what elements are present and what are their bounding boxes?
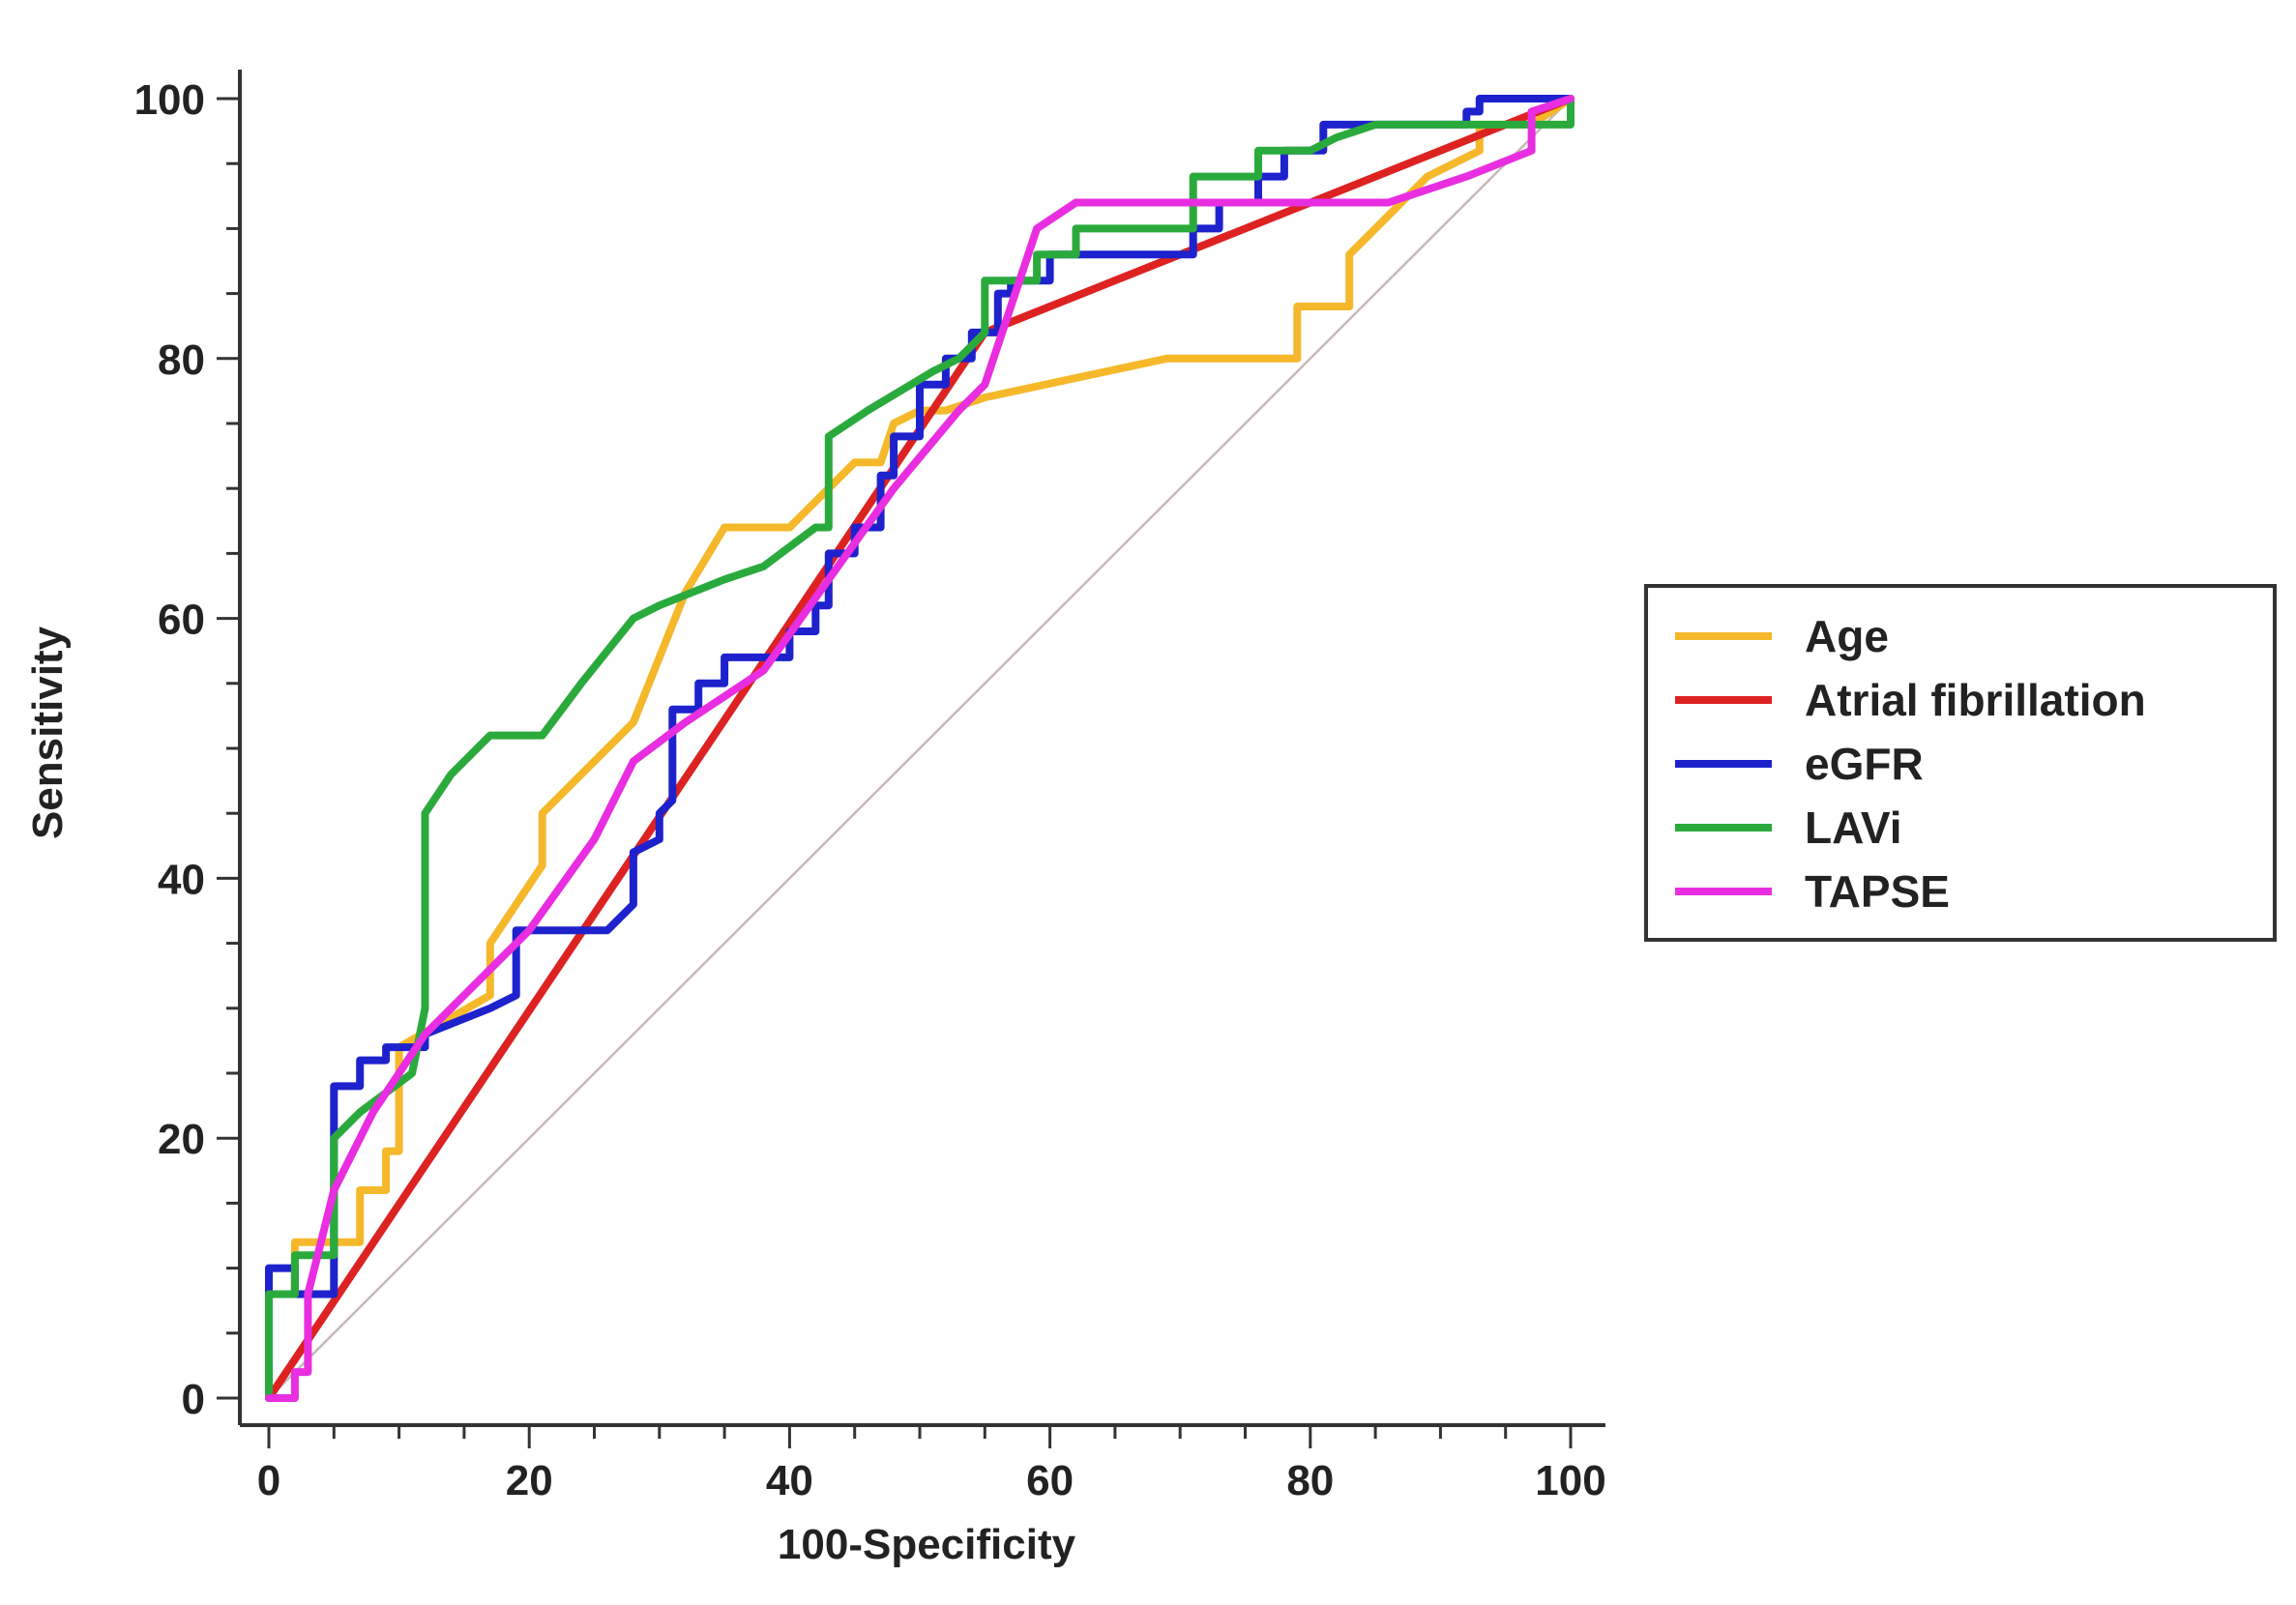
x-axis-title: 100-Specificity <box>778 1521 1076 1568</box>
x-tick-label: 100 <box>1535 1457 1605 1504</box>
y-tick-label: 80 <box>158 336 205 384</box>
y-tick-label: 60 <box>158 597 205 644</box>
reference-diagonal-line <box>268 98 1572 1399</box>
y-axis-title: Sensitivity <box>24 626 72 839</box>
y-tick-label: 20 <box>158 1116 205 1163</box>
axes: 0 20 40 60 80 100 0 20 40 60 80 100 <box>134 70 1606 1504</box>
series-line-age <box>265 95 1575 1402</box>
x-tick-label: 60 <box>1026 1457 1074 1504</box>
y-tick-label: 100 <box>134 76 205 124</box>
series-line-tapse <box>265 95 1575 1402</box>
x-tick-label: 0 <box>257 1457 280 1504</box>
legend: Age Atrial fibrillation eGFR LAVi TAPSE <box>1644 584 2277 942</box>
legend-label: LAVi <box>1805 802 1902 853</box>
y-tick-label: 40 <box>158 856 205 903</box>
x-tick-label: 20 <box>506 1457 553 1504</box>
plot-area <box>265 95 1575 1402</box>
x-tick-label: 80 <box>1286 1457 1334 1504</box>
legend-label: Age <box>1805 611 1889 661</box>
x-tick-label: 40 <box>766 1457 813 1504</box>
y-tick-label: 0 <box>182 1376 205 1423</box>
legend-label: eGFR <box>1805 739 1924 789</box>
legend-label: TAPSE <box>1805 866 1950 917</box>
legend-label: Atrial fibrillation <box>1805 675 2146 725</box>
